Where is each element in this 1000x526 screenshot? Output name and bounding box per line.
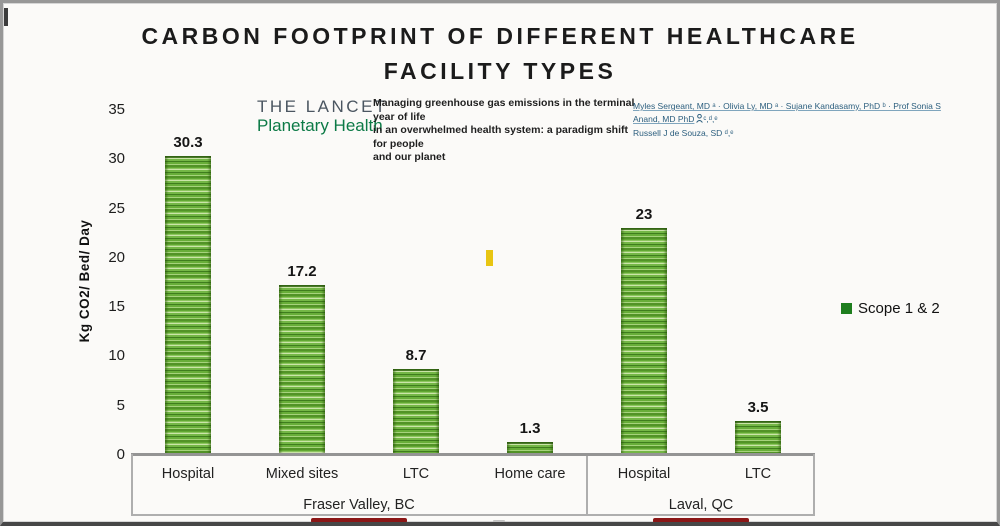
y-tick-label: 5	[116, 396, 125, 414]
bar	[621, 228, 667, 455]
x-axis-line	[131, 453, 815, 456]
bar-value-label: 8.7	[405, 347, 427, 365]
y-tick-label: 15	[108, 298, 125, 316]
bar-value-label: 1.3	[519, 420, 541, 438]
person-icon	[696, 113, 704, 127]
region-underline-marker	[311, 518, 407, 522]
category-label: Mixed sites	[265, 466, 339, 482]
category-label: LTC	[744, 466, 772, 482]
y-tick-label: 10	[108, 347, 125, 365]
paper-authors: Myles Sergeant, MD ᵃ · Olivia Ly, MD ᵃ ·…	[633, 100, 968, 140]
author-line2[interactable]: Russell J de Souza, SD ᵈ,ᵉ	[633, 128, 734, 138]
legend-swatch	[841, 303, 852, 314]
legend-label: Scope 1 & 2	[858, 300, 940, 317]
bar-value-label: 17.2	[287, 263, 317, 281]
group-divider	[586, 455, 588, 516]
legend: Scope 1 & 2	[841, 300, 940, 317]
lancet-logo-name: THE LANCET	[257, 97, 388, 116]
bar-value-label: 3.5	[747, 398, 769, 416]
y-tick-label: 30	[108, 150, 125, 168]
y-tick-label: 25	[108, 199, 125, 217]
bar	[279, 285, 325, 455]
category-label: Hospital	[161, 466, 215, 482]
paper-title: Managing greenhouse gas emissions in the…	[373, 97, 635, 163]
bar	[735, 420, 781, 455]
bar	[507, 442, 553, 455]
frame-notch	[4, 8, 8, 26]
chart-title: CARBON FOOTPRINT OF DIFFERENT HEALTHCARE…	[141, 23, 859, 84]
lancet-logo-subname: Planetary Health	[257, 116, 383, 135]
y-tick-label: 20	[108, 248, 125, 266]
category-label: Home care	[494, 466, 566, 482]
bar	[165, 156, 211, 455]
category-label: LTC	[402, 466, 430, 482]
author-links[interactable]: Myles Sergeant, MD ᵃ · Olivia Ly, MD ᵃ ·…	[633, 101, 941, 124]
bar-value-label: 30.3	[173, 134, 203, 152]
y-tick-label: 0	[116, 446, 125, 463]
group-label: Fraser Valley, BC	[303, 497, 415, 513]
stray-mark	[493, 520, 505, 522]
author-affiliation-sups: ᶜ,ᵈ,ᵉ	[703, 114, 718, 124]
group-label: Laval, QC	[668, 497, 734, 513]
category-axis-box	[131, 454, 815, 516]
bar-value-label: 23	[635, 206, 653, 224]
lancet-logo: THE LANCET Planetary Health	[257, 97, 388, 136]
y-tick-label: 35	[108, 101, 125, 118]
region-underline-marker	[653, 518, 749, 522]
yellow-cursor-mark	[486, 250, 493, 266]
category-label: Hospital	[617, 466, 671, 482]
bar	[393, 369, 439, 455]
